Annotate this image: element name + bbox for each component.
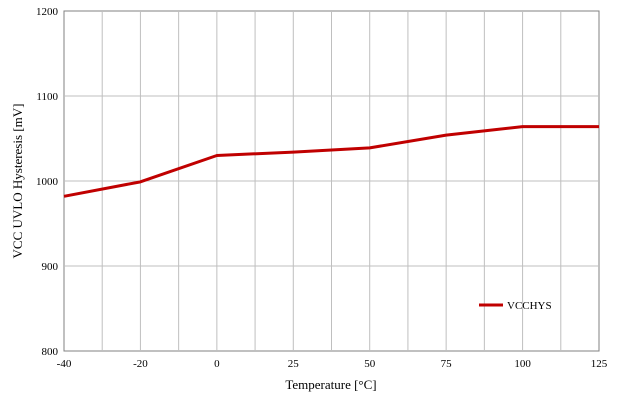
y-tick-label: 1100 <box>36 91 58 103</box>
grid-lines <box>64 11 599 351</box>
y-tick-label: 1200 <box>36 6 59 18</box>
y-axis-title: VCC UVLO Hysteresis [mV] <box>10 104 25 259</box>
x-tick-label: -40 <box>57 358 72 370</box>
x-axis-title: Temperature [°C] <box>285 377 376 392</box>
x-tick-label: 75 <box>441 358 453 370</box>
x-tick-label: 125 <box>591 358 608 370</box>
x-tick-label: 50 <box>364 358 376 370</box>
x-tick-label: 100 <box>514 358 531 370</box>
x-tick-label: -20 <box>133 358 148 370</box>
series-layer <box>63 125 599 198</box>
y-tick-label: 900 <box>42 261 59 273</box>
x-tick-label: 0 <box>214 358 220 370</box>
legend-label: VCCHYS <box>507 300 552 312</box>
y-tick-label: 1000 <box>36 176 59 188</box>
series-line <box>63 125 599 198</box>
x-tick-label: 25 <box>288 358 300 370</box>
y-axis-ticks: 800 900 1000 1100 1200 <box>36 6 59 358</box>
legend: VCCHYS <box>479 300 552 312</box>
y-tick-label: 800 <box>42 346 59 358</box>
x-axis-ticks: -40 -20 0 25 50 75 100 125 <box>57 358 608 370</box>
